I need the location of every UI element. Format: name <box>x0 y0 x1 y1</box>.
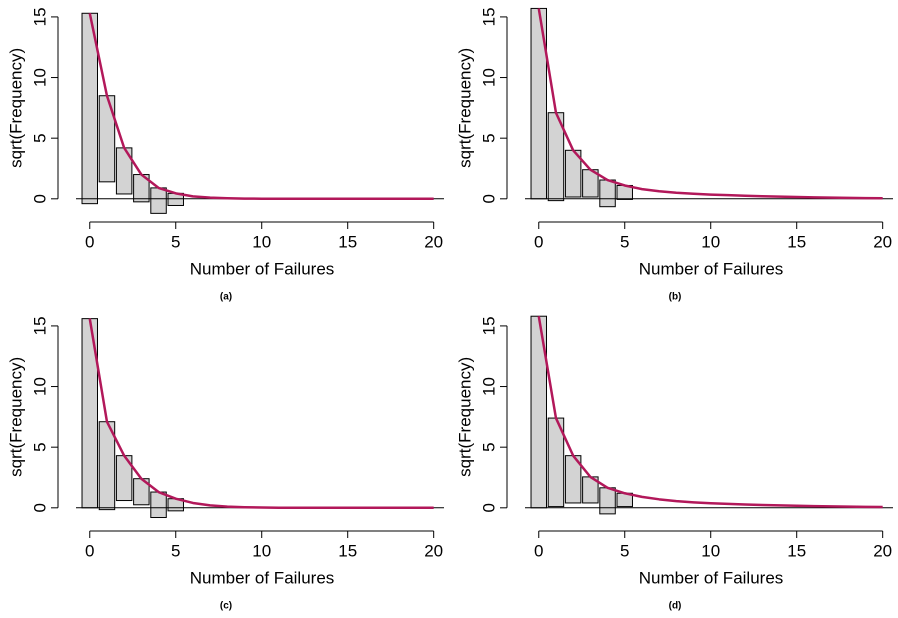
x-tick-label: 10 <box>701 541 720 560</box>
y-axis-title: sqrt(Frequency) <box>455 357 474 477</box>
x-tick-label: 10 <box>701 232 720 251</box>
fitted-curve <box>537 8 883 200</box>
x-tick-label: 5 <box>620 232 629 251</box>
x-tick-label: 0 <box>534 232 543 251</box>
x-tick-label: 5 <box>171 232 180 251</box>
caption: (c) <box>220 601 232 612</box>
y-tick-label: 15 <box>479 7 498 26</box>
y-tick-label: 10 <box>479 377 498 396</box>
fitted-curve <box>88 318 434 510</box>
caption: (b) <box>669 292 682 303</box>
x-tick-label: 15 <box>338 541 357 560</box>
y-tick-label: 10 <box>30 377 49 396</box>
x-tick-label: 15 <box>338 232 357 251</box>
x-tick-label: 15 <box>787 541 806 560</box>
x-tick-label: 10 <box>252 232 271 251</box>
y-tick-label: 15 <box>30 316 49 335</box>
bar <box>599 179 616 208</box>
y-tick-label: 10 <box>30 68 49 87</box>
x-tick-label: 0 <box>534 541 543 560</box>
y-tick-label: 15 <box>479 316 498 335</box>
x-tick-label: 20 <box>424 541 443 560</box>
y-tick-label: 5 <box>30 442 49 451</box>
y-tick-label: 5 <box>479 133 498 142</box>
y-tick-label: 5 <box>479 442 498 451</box>
y-tick-label: 0 <box>30 503 49 512</box>
y-tick-label: 0 <box>479 194 498 203</box>
x-tick-label: 20 <box>873 232 892 251</box>
x-tick-label: 20 <box>424 232 443 251</box>
x-axis-title: Number of Failures <box>639 568 784 587</box>
bar <box>150 491 167 519</box>
caption: (d) <box>669 601 682 612</box>
y-axis-title: sqrt(Frequency) <box>6 48 25 168</box>
x-axis-title: Number of Failures <box>639 259 784 278</box>
x-tick-label: 5 <box>171 541 180 560</box>
fitted-curve <box>537 316 883 509</box>
y-tick-label: 0 <box>30 194 49 203</box>
y-axis-title: sqrt(Frequency) <box>455 48 474 168</box>
y-tick-label: 0 <box>479 503 498 512</box>
bar <box>599 487 616 515</box>
x-tick-label: 15 <box>787 232 806 251</box>
x-axis-title: Number of Failures <box>190 259 335 278</box>
x-tick-label: 5 <box>620 541 629 560</box>
x-tick-label: 20 <box>873 541 892 560</box>
y-tick-label: 15 <box>30 7 49 26</box>
x-tick-label: 0 <box>85 232 94 251</box>
caption: (a) <box>220 292 232 303</box>
y-tick-label: 10 <box>479 68 498 87</box>
x-tick-label: 0 <box>85 541 94 560</box>
fitted-curve <box>88 13 434 201</box>
x-tick-label: 10 <box>252 541 271 560</box>
y-axis-title: sqrt(Frequency) <box>6 357 25 477</box>
x-axis-title: Number of Failures <box>190 568 335 587</box>
bar <box>150 187 167 214</box>
y-tick-label: 5 <box>30 133 49 142</box>
